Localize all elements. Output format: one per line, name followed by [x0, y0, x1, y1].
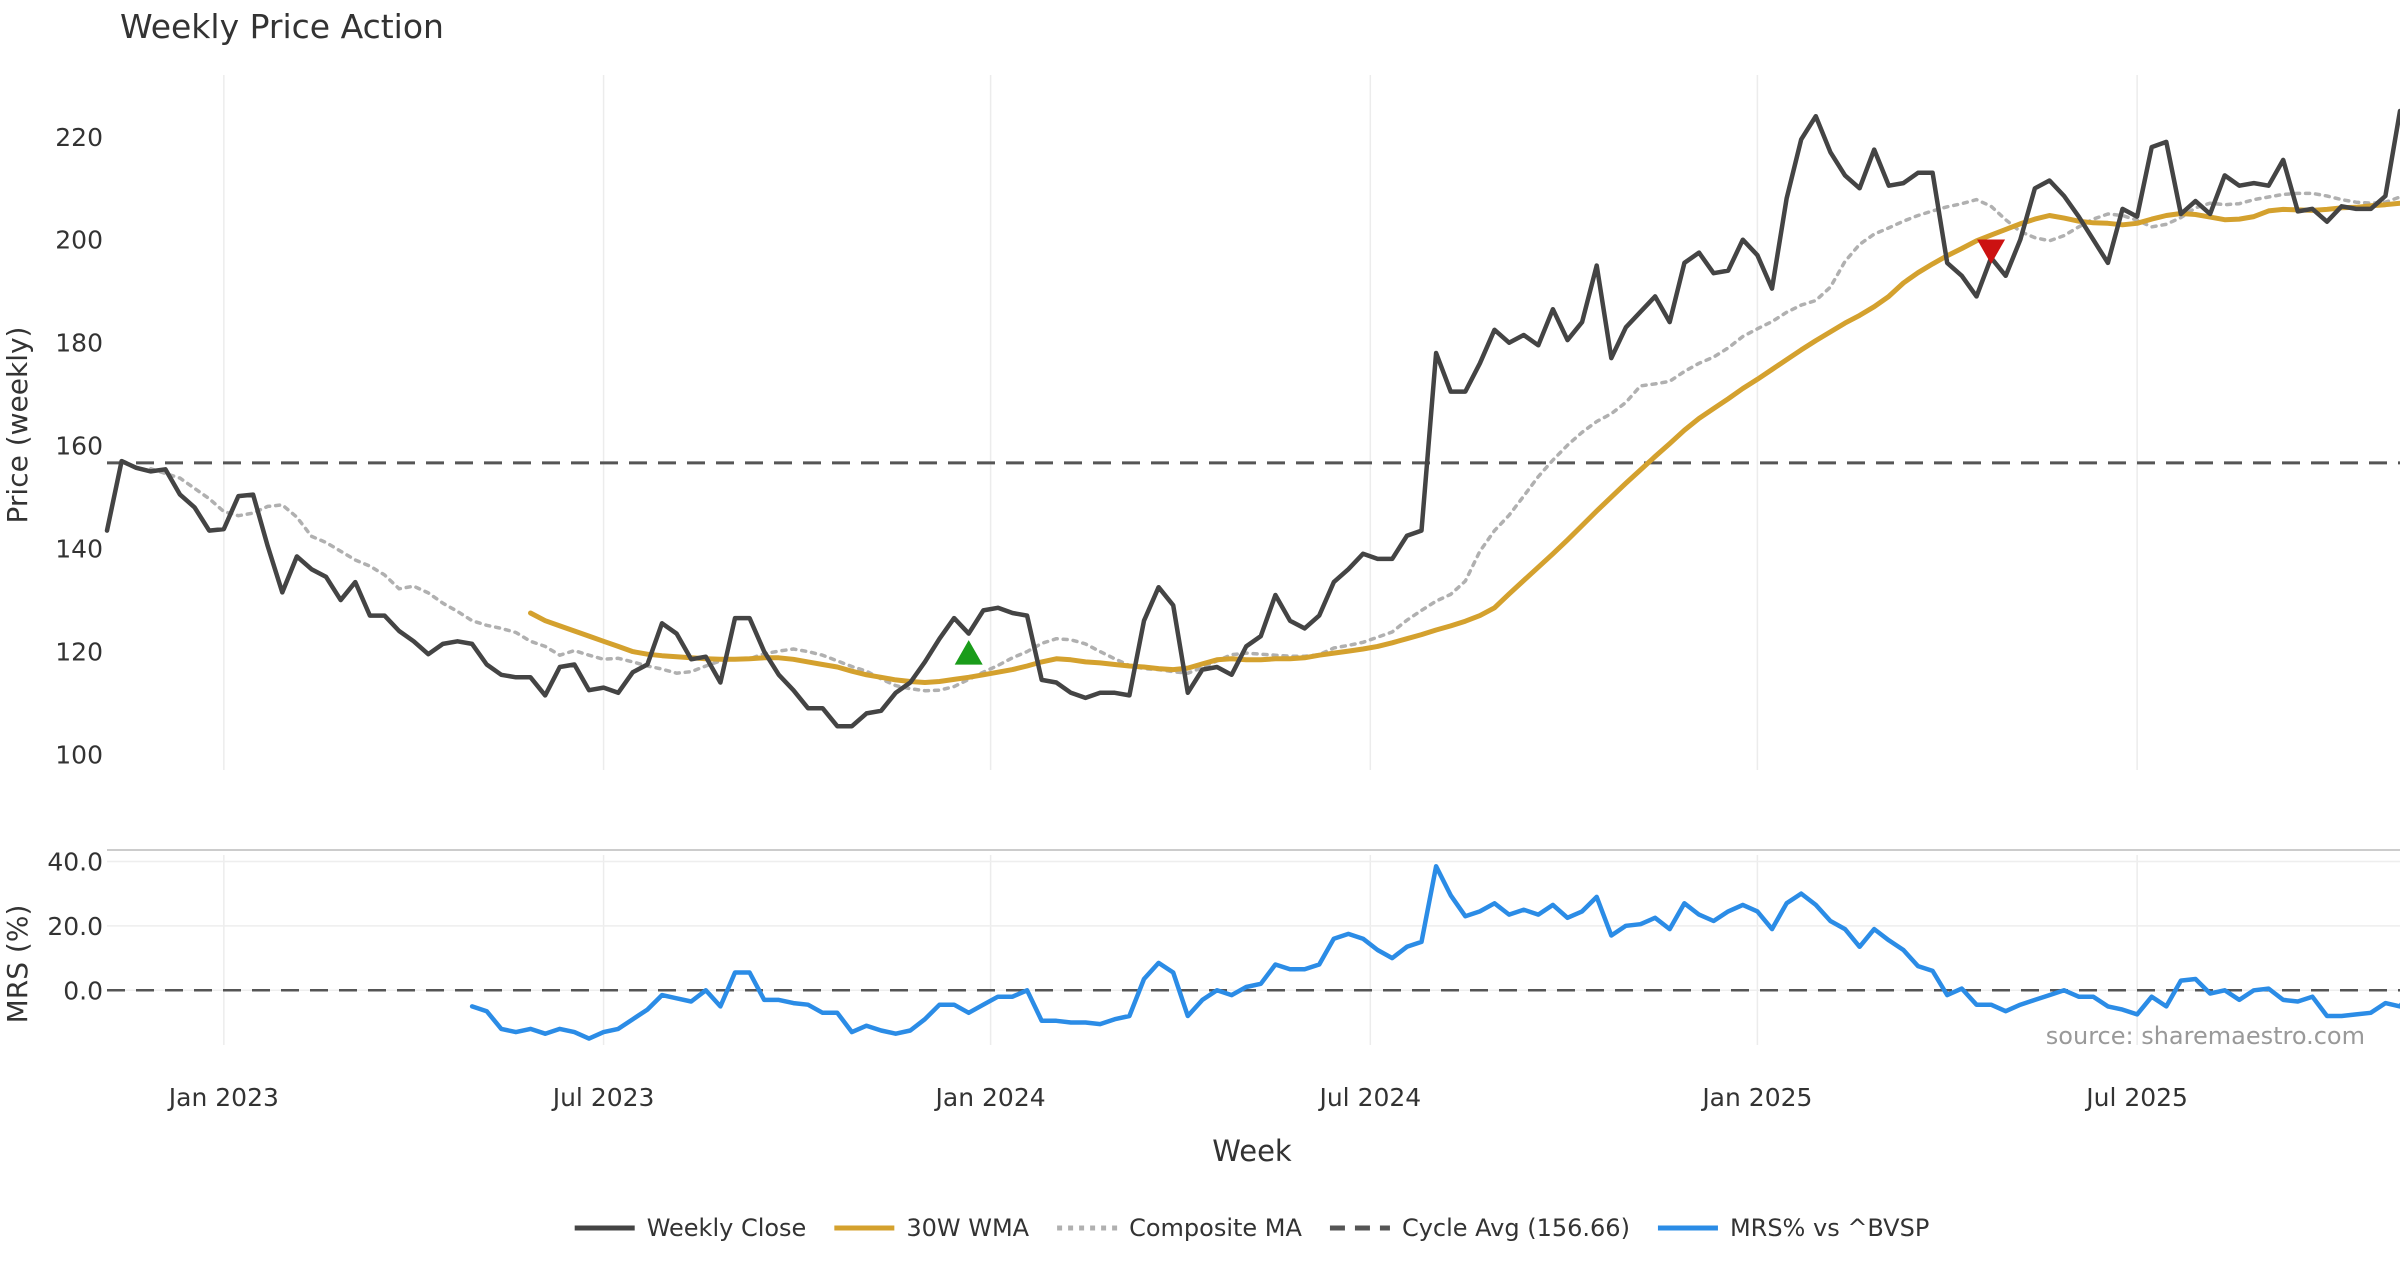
price-y-tick-220: 220 [55, 123, 103, 152]
x-axis-label: Week [1212, 1134, 1292, 1168]
legend-label-mrs-vs-bvsp: MRS% vs ^BVSP [1730, 1214, 1929, 1242]
price-y-tick-180: 180 [55, 329, 103, 358]
price-y-tick-200: 200 [55, 226, 103, 255]
price-y-axis-label: Price (weekly) [1, 327, 34, 524]
x-tick-jan-2025: Jan 2025 [1700, 1083, 1812, 1112]
source-watermark: source: sharemaestro.com [2046, 1022, 2365, 1050]
mrs-y-tick-0-0: 0.0 [63, 976, 103, 1005]
mrs-y-axis-label: MRS (%) [1, 905, 34, 1024]
chart-title: Weekly Price Action [120, 7, 444, 46]
legend-label-cycle-avg-156-66: Cycle Avg (156.66) [1402, 1214, 1630, 1242]
mrs-y-tick-20-0: 20.0 [47, 912, 103, 941]
x-tick-jul-2023: Jul 2023 [551, 1083, 655, 1112]
price-y-tick-120: 120 [55, 638, 103, 667]
x-tick-jul-2024: Jul 2024 [1317, 1083, 1421, 1112]
price-y-tick-140: 140 [55, 535, 103, 564]
legend-label-weekly-close: Weekly Close [647, 1214, 807, 1242]
price-y-tick-100: 100 [55, 741, 103, 770]
mrs-y-tick-40-0: 40.0 [47, 847, 103, 876]
x-tick-jan-2024: Jan 2024 [934, 1083, 1046, 1112]
legend-label-composite-ma: Composite MA [1129, 1214, 1302, 1242]
x-tick-jan-2023: Jan 2023 [167, 1083, 279, 1112]
x-tick-jul-2025: Jul 2025 [2084, 1083, 2188, 1112]
price-y-tick-160: 160 [55, 432, 103, 461]
legend-label-30w-wma: 30W WMA [906, 1214, 1029, 1242]
